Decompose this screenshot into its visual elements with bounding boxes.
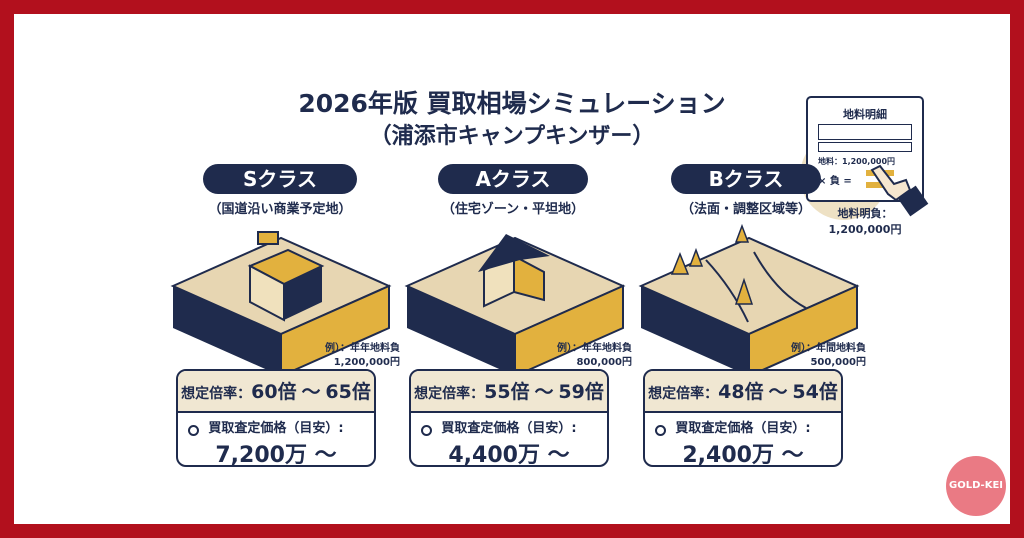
- class-a-price: 4,400万 〜 4,720万円: [448, 443, 570, 467]
- page-title: 2026年版 買取相場シミュレーション: [298, 89, 726, 118]
- document-header: 地料明細: [843, 108, 887, 121]
- class-a-price-tag: 想定倍率：55倍 〜 59倍 買取査定価格（目安）: 4,400万 〜 4,72…: [409, 369, 609, 467]
- tag-hole: [188, 425, 199, 436]
- document-table-row: [818, 142, 912, 152]
- gold-kei-logo-badge: GOLD-KEI: [946, 456, 1006, 516]
- document-amount: 地料：1,200,000円: [818, 157, 896, 166]
- class-s-price-label: 買取査定価格（目安）:: [208, 421, 344, 436]
- class-a-rate: 想定倍率：55倍 〜 59倍: [411, 371, 607, 413]
- class-a-price-label: 買取査定価格（目安）:: [441, 421, 577, 436]
- document-highlight: [866, 182, 894, 188]
- class-s-rate: 想定倍率：60倍 〜 65倍: [178, 371, 374, 413]
- class-s-pill: Sクラス: [203, 164, 357, 194]
- class-b-price-tag: 想定倍率：48倍 〜 54倍 買取査定価格（目安）: 2,400万 〜 2,70…: [643, 369, 843, 467]
- class-b-land-block: [638, 223, 860, 378]
- class-b-description: （法面・調整区域等）: [680, 202, 811, 217]
- class-b-example: 例）：年間地料負 500,000円: [791, 343, 866, 368]
- class-s-description: （国道沿い商業予定地）: [208, 202, 352, 217]
- document-multiply: × 負 =: [818, 176, 852, 187]
- class-a-land-block: [404, 234, 626, 378]
- class-a-pill: Aクラス: [438, 164, 588, 194]
- class-a-example: 例）：年年地料負 800,000円: [557, 343, 632, 368]
- document-table-row: [818, 124, 912, 140]
- class-a-description: （住宅ゾーン・平坦地）: [441, 202, 585, 217]
- class-s-price: 7,200万 〜 7,800万円: [215, 443, 337, 467]
- tag-hole: [421, 425, 432, 436]
- class-b-rate: 想定倍率：48倍 〜 54倍: [645, 371, 841, 413]
- document-caption: 地料明負： 1,200,000円: [828, 207, 902, 236]
- class-s-price-tag: 想定倍率：60倍 〜 65倍 買取査定価格（目安）: 7,200万 〜 7,80…: [176, 369, 376, 467]
- pointing-hand-icon: [870, 164, 929, 217]
- page-subtitle: （浦添市キャンプキンザー）: [369, 124, 655, 149]
- class-s-example: 例）：年年地料負 1,200,000円: [325, 343, 400, 368]
- class-b-price: 2,400万 〜 2,700万円: [682, 443, 804, 467]
- class-b-pill: Bクラス: [671, 164, 821, 194]
- class-b-price-label: 買取査定価格（目安）:: [675, 421, 811, 436]
- tag-hole: [655, 425, 666, 436]
- class-s-land-block: [170, 231, 392, 378]
